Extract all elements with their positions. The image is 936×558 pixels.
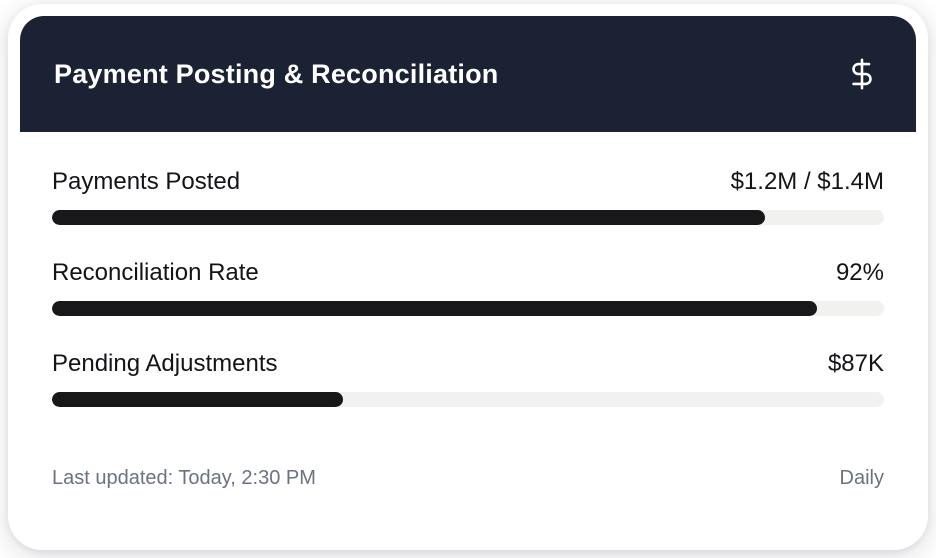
metric-value: 92%	[835, 259, 884, 286]
metric-value: $1.2M / $1.4M	[730, 168, 884, 195]
metric-row: Reconciliation Rate 92%	[52, 259, 884, 316]
last-updated-text: Last updated: Today, 2:30 PM	[52, 467, 316, 489]
metric-value: $87K	[827, 350, 884, 377]
metric-row: Payments Posted $1.2M / $1.4M	[52, 168, 884, 225]
progress-track	[52, 392, 884, 407]
card-title: Payment Posting & Reconciliation	[54, 58, 499, 89]
metric-label: Payments Posted	[52, 168, 241, 195]
dollar-sign-icon	[844, 56, 880, 92]
kpi-card: Payment Posting & Reconciliation Payment…	[8, 4, 928, 550]
progress-track	[52, 301, 884, 316]
progress-fill	[52, 392, 344, 407]
card-footer: Last updated: Today, 2:30 PM Daily	[20, 441, 916, 490]
progress-track	[52, 210, 884, 225]
progress-fill	[52, 210, 766, 225]
metric-row: Pending Adjustments $87K	[52, 350, 884, 407]
metric-label: Reconciliation Rate	[52, 259, 259, 286]
card-header: Payment Posting & Reconciliation	[20, 16, 916, 132]
metric-label: Pending Adjustments	[52, 350, 278, 377]
frequency-label: Daily	[839, 467, 884, 489]
metrics-list: Payments Posted $1.2M / $1.4M Reconcilia…	[20, 132, 916, 407]
progress-fill	[52, 301, 818, 316]
